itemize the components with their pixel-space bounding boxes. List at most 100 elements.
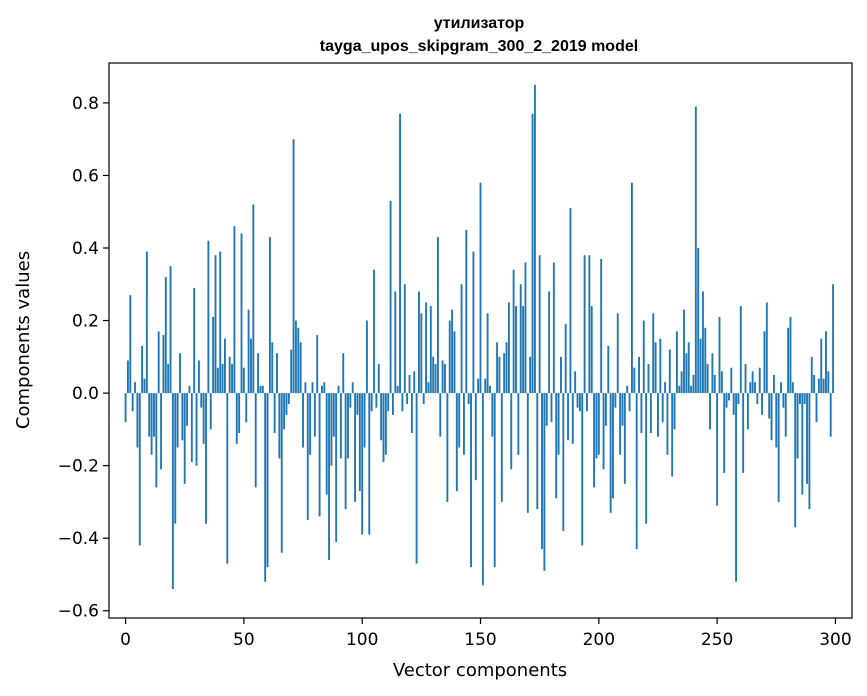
bar — [401, 393, 404, 412]
bar — [444, 364, 446, 394]
y-tick-label: 0.4 — [72, 239, 99, 259]
bar — [197, 360, 200, 394]
bar — [583, 255, 586, 394]
bar — [311, 382, 314, 394]
bar — [588, 255, 591, 394]
bar — [626, 385, 629, 394]
bar — [276, 353, 278, 394]
bar — [791, 382, 794, 394]
bar — [186, 393, 189, 426]
bar — [545, 393, 548, 426]
bar — [216, 367, 219, 394]
bar — [763, 331, 766, 394]
bar — [347, 393, 349, 459]
bar — [309, 393, 312, 455]
bar — [538, 255, 541, 394]
bar — [455, 393, 458, 492]
bar — [335, 393, 338, 542]
bar — [235, 393, 238, 444]
bar — [467, 393, 470, 404]
bar — [285, 393, 288, 415]
bar — [704, 327, 707, 394]
bar — [257, 353, 260, 394]
x-axis: 0 50 100 150 200 250 300 — [120, 618, 852, 650]
bar — [557, 393, 560, 455]
bar — [370, 393, 373, 412]
bar — [531, 113, 534, 394]
bar — [590, 306, 593, 394]
bar — [403, 284, 406, 394]
bar — [205, 393, 207, 524]
bar — [775, 393, 778, 448]
bar — [541, 393, 543, 550]
bar — [278, 393, 281, 459]
bar — [422, 393, 425, 404]
bar — [214, 255, 217, 394]
bar — [462, 393, 465, 455]
bar — [380, 393, 383, 441]
bar — [299, 342, 302, 394]
bar — [522, 306, 525, 394]
bar — [453, 331, 456, 394]
bar — [157, 331, 160, 394]
bar — [451, 309, 454, 394]
bar — [396, 385, 399, 394]
bar — [754, 382, 756, 394]
bar — [664, 382, 667, 394]
bar — [602, 393, 605, 470]
x-tick-label: 50 — [233, 630, 255, 650]
bar — [666, 393, 669, 455]
bar — [306, 393, 309, 521]
bar — [586, 393, 588, 412]
bar — [576, 393, 579, 408]
bar — [533, 84, 536, 394]
bar — [552, 262, 555, 394]
bar — [507, 302, 510, 394]
bar — [415, 393, 418, 564]
bar — [699, 338, 702, 394]
bar — [134, 382, 136, 394]
bar — [772, 374, 775, 394]
bar — [358, 393, 361, 492]
bar — [252, 204, 255, 394]
chart-subtitle: tayga_upos_skipgram_300_2_2019 model — [320, 38, 638, 55]
bar — [439, 393, 442, 437]
bar — [728, 393, 730, 401]
bar — [342, 353, 345, 394]
bar — [384, 393, 387, 455]
bar — [526, 393, 529, 513]
bar — [794, 393, 797, 528]
bar — [287, 393, 290, 404]
bar — [505, 342, 508, 394]
bar — [160, 393, 162, 470]
bar — [567, 393, 569, 441]
bar — [550, 393, 553, 423]
bar — [323, 382, 326, 394]
bar — [612, 393, 614, 499]
x-tick-label: 250 — [701, 630, 733, 650]
bar — [678, 385, 681, 394]
bar — [756, 393, 759, 404]
bar — [515, 306, 517, 394]
bar — [207, 240, 210, 394]
bar — [171, 393, 174, 589]
bar — [815, 393, 818, 423]
bar — [316, 335, 319, 394]
bar — [399, 113, 401, 394]
bar — [716, 393, 719, 506]
bar — [789, 316, 792, 394]
bar — [799, 393, 801, 404]
bar — [448, 320, 451, 394]
bar — [640, 393, 643, 433]
x-tick-label: 300 — [819, 630, 851, 650]
bar — [517, 393, 520, 455]
bar — [668, 349, 671, 394]
bar — [512, 269, 515, 394]
bar — [271, 342, 274, 394]
bar — [829, 393, 832, 437]
bar — [659, 338, 662, 394]
bar — [202, 393, 205, 444]
bar — [768, 393, 771, 419]
bar — [718, 316, 721, 394]
bar-series — [124, 84, 835, 589]
